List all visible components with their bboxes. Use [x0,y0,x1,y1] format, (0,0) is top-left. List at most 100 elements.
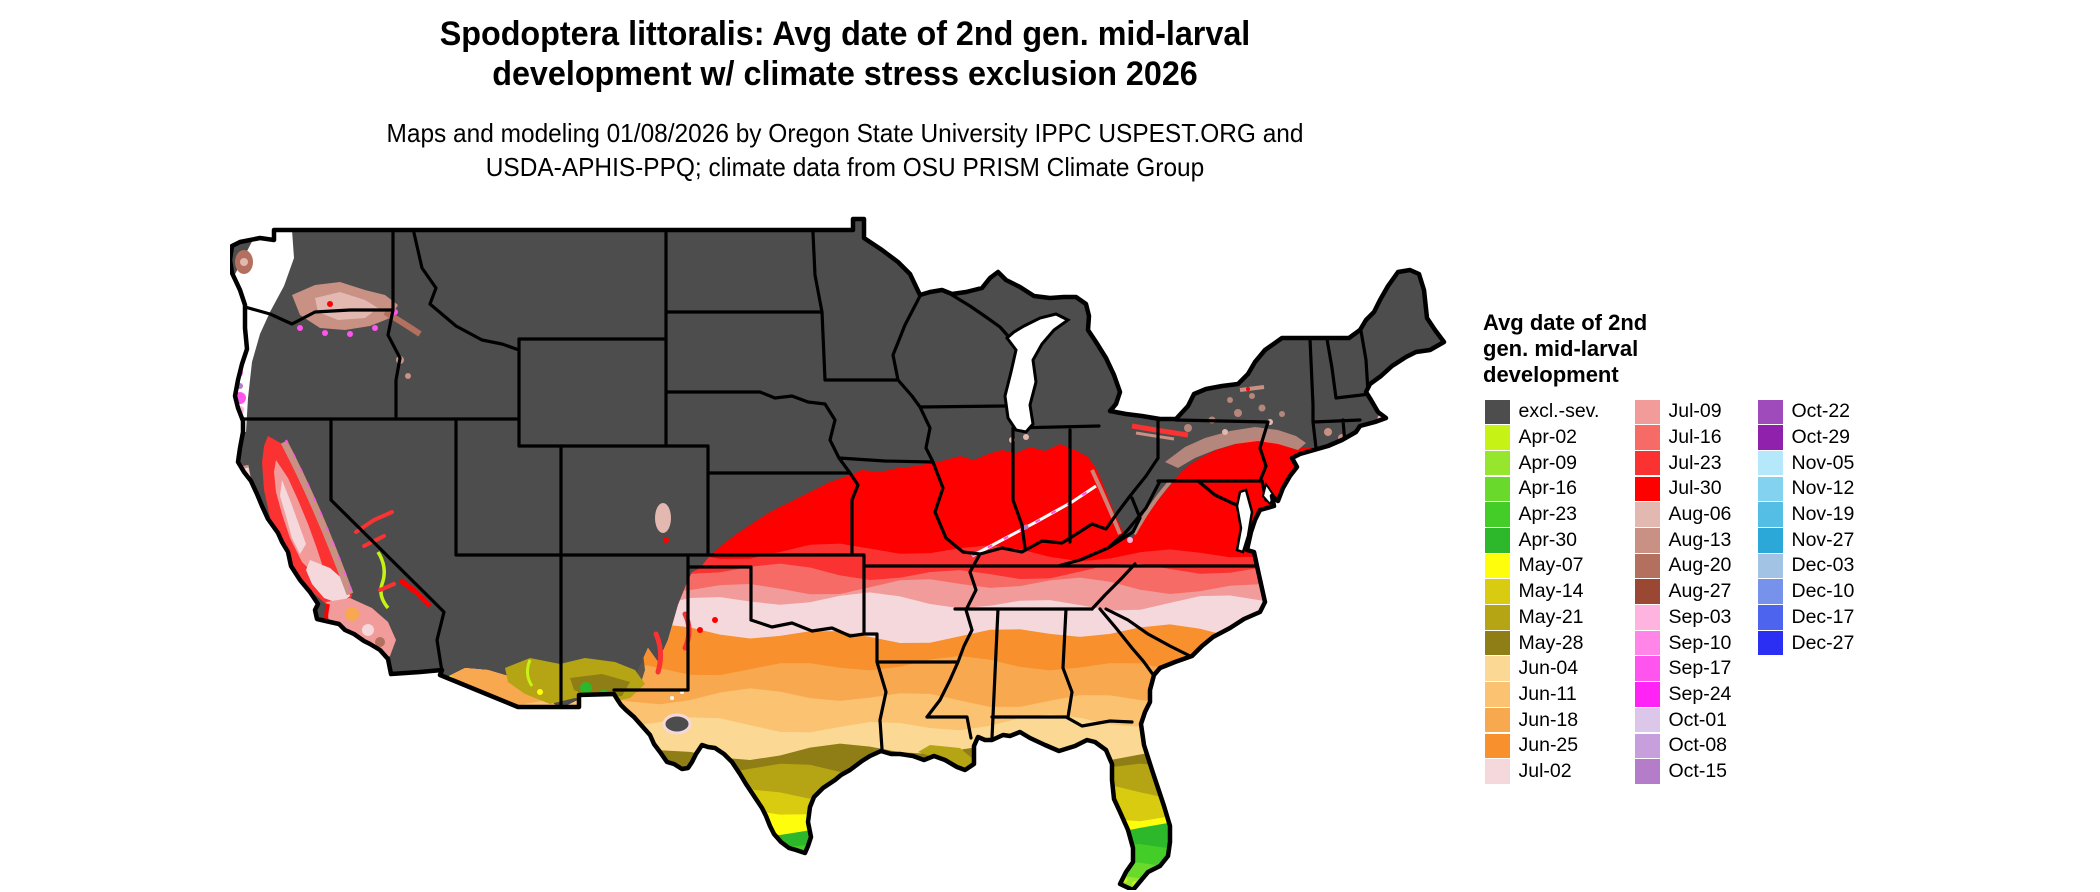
ne-magenta-speck [1375,447,1381,453]
olympic-pink-core [240,258,248,266]
socal-coast-brown [342,649,348,655]
legend-swatch [1485,579,1510,604]
blue-ridge-purple-speck [1023,524,1029,530]
channel-island-purple [324,636,328,640]
legend-item: Aug-06 [1635,502,1731,528]
columbia-basin-magenta-fringe [297,309,398,337]
columbia-basin-red-dot [327,301,333,307]
legend-label: Apr-02 [1518,426,1578,449]
legend-item: Oct-01 [1635,707,1731,733]
legend-swatch [1758,502,1783,527]
legend-label: Apr-16 [1518,477,1578,500]
south-valley-pale [306,560,350,604]
band-may-28 [350,742,1444,890]
channel-island-blue [315,627,321,633]
legend-swatch [1635,476,1660,502]
legend-label: Aug-27 [1668,580,1732,603]
legend-label: Sep-10 [1668,631,1732,654]
title-line-2: development w/ climate stress exclusion … [492,55,1198,93]
legend-swatch [1485,450,1510,476]
az-chartreuse-squiggle [525,659,534,687]
legend-column-1: excl.-sev. Apr-02 Apr-09 Apr-16 Apr-23 Apr-30… [1485,399,1599,784]
colorado-valley-pocket [655,503,671,533]
legend-item: excl.-sev. [1485,399,1599,425]
legend-swatch [1485,733,1510,759]
socal-magenta-dots [331,659,363,671]
central-valley-salmon [274,460,322,574]
legend-swatch [1485,759,1510,784]
legend-label: Sep-03 [1668,605,1732,628]
legend-swatch [1758,605,1783,630]
az-yellow-dot [537,689,543,695]
legend-column-3: Oct-22 Oct-29 Nov-05 Nov-12 Nov-19 Nov-27 Dec-… [1758,399,1854,656]
legend-swatch [1635,605,1660,630]
legend-item: Apr-30 [1485,527,1599,553]
legend-swatch [1758,553,1783,579]
legend-label: May-07 [1518,554,1584,577]
colorado-river-red [398,578,432,608]
legend-swatch [1485,553,1510,579]
socal-orange-spot [345,607,359,621]
death-valley-chartreuse [376,551,390,610]
legend-item: Jul-30 [1635,476,1731,502]
legend-item: Oct-15 [1635,759,1731,785]
legend-swatch [1635,682,1660,707]
legend-item: Jun-25 [1485,733,1599,759]
louisiana-olive-patch [918,745,974,768]
legend-item: Jun-04 [1485,656,1599,682]
legend-item: Sep-03 [1635,605,1731,631]
legend-label: Dec-27 [1791,631,1855,654]
channel-island-magenta [312,642,316,646]
smokies-magenta-streak [971,485,1097,557]
ne-magenta-speck [1417,443,1423,449]
legend-title-line-3: development [1483,362,1619,387]
nm-white-speck [670,696,674,700]
legend-swatch [1758,579,1783,604]
legend-swatch [1758,528,1783,553]
legend-item: Sep-10 [1635,630,1731,656]
lake-michigan [1003,312,1071,434]
band-may-21 [350,763,1444,890]
legend-item: Nov-27 [1758,527,1854,553]
legend-item: Nov-05 [1758,450,1854,476]
legend-label: excl.-sev. [1518,400,1600,423]
legend-swatch [1635,630,1660,656]
new-england-excluded-cover [1280,219,1444,444]
band-jun-11 [350,688,1444,890]
us-map [230,216,1447,890]
title-line-1: Spodoptera littoralis: Avg date of 2nd g… [439,15,1251,53]
nm-red-speck [697,627,703,633]
band-may-14 [350,782,1444,890]
legend-swatch [1485,682,1510,707]
legend-item: May-14 [1485,579,1599,605]
legend-swatch [1758,450,1783,476]
figure-subtitle: Maps and modeling 01/08/2026 by Oregon S… [220,116,1470,184]
legend-item: Aug-13 [1635,527,1731,553]
legend-item: May-21 [1485,605,1599,631]
legend-item: Jun-18 [1485,707,1599,733]
socal-pale-spot [362,624,374,636]
erie-shore-brown [1135,431,1175,441]
columbia-basin-pale [315,292,378,320]
legend-label: Oct-08 [1668,734,1728,757]
puget-coast-white [232,230,294,432]
legend-label: Apr-23 [1518,503,1578,526]
legend-label: Dec-03 [1791,554,1855,577]
legend-item: Dec-17 [1758,605,1854,631]
legend-swatch [1485,425,1510,450]
legend-swatch [1485,528,1510,553]
legend-label: Nov-05 [1791,451,1855,474]
mi-south-pale [1023,434,1029,440]
legend-label: Aug-06 [1668,503,1732,526]
legend-title-line-2: gen. mid-larval [1483,336,1639,361]
legend-columns: excl.-sev. Apr-02 Apr-09 Apr-16 Apr-23 Apr-30… [1483,399,1953,799]
legend-item: Nov-19 [1758,502,1854,528]
legend-swatch [1758,399,1783,425]
legend-swatch [1635,528,1660,553]
legend-label: Jun-25 [1518,734,1579,757]
band-jun-04 [350,714,1444,890]
legend-item: Apr-09 [1485,450,1599,476]
legend-item: Apr-02 [1485,425,1599,451]
legend-label: Apr-09 [1518,451,1578,474]
